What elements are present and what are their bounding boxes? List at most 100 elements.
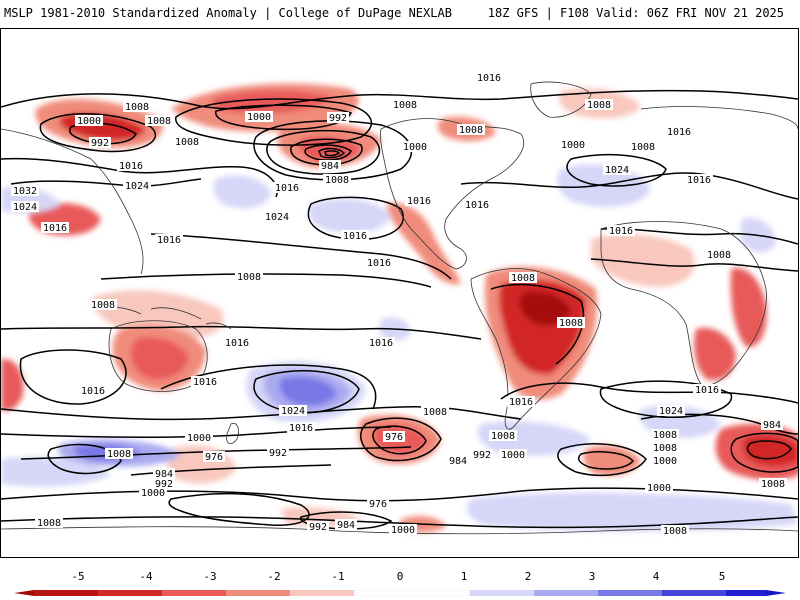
colorbar-seg-zero xyxy=(353,590,471,596)
contour-label: 1016 xyxy=(695,385,719,396)
isobar-1024-south-atlantic xyxy=(599,380,733,418)
run-valid-time: 18Z GFS | F108 Valid: 06Z FRI NOV 21 202… xyxy=(487,6,784,20)
contour-label: 1016 xyxy=(465,200,489,211)
contour-label: 984 xyxy=(155,469,173,480)
isobar-976-low-south-pacific xyxy=(372,425,427,455)
contour-label: 1008 xyxy=(761,479,785,490)
isobar-1024-pacific-east xyxy=(307,196,404,240)
colorbar-seg-pos4 xyxy=(662,590,726,596)
isobar-1024-atlantic xyxy=(566,153,667,187)
isobar-1008-aleutian xyxy=(175,98,373,146)
contour-label: 1008 xyxy=(491,431,515,442)
contour-label: 1016 xyxy=(225,338,249,349)
isobar-1016-alaska xyxy=(253,120,413,181)
colorbar-arrow-left xyxy=(14,590,34,596)
contour-label: 1008 xyxy=(663,526,687,537)
contour-label: 1016 xyxy=(157,235,181,246)
anomaly-pos-south-pacific-high-core xyxy=(279,376,337,406)
contour-label: 1008 xyxy=(91,300,115,311)
colorbar-seg-neg4 xyxy=(98,590,162,596)
contour-label: 984 xyxy=(449,456,467,467)
isobar-1008-north xyxy=(1,89,798,110)
contour-label: 1016 xyxy=(369,338,393,349)
anomaly-pos-antarctic-west xyxy=(1,457,111,487)
contour-label: 1016 xyxy=(609,226,633,237)
coast-south-america xyxy=(470,268,602,430)
isobar-1016-pacific xyxy=(1,157,278,198)
colorbar-seg-neg1 xyxy=(290,590,354,596)
contour-label: 992 xyxy=(309,522,327,533)
isobar-976-low-west xyxy=(47,443,122,475)
isobar-1016-indian xyxy=(19,349,127,405)
contour-label: 1016 xyxy=(687,175,711,186)
isobar-992-alaska xyxy=(304,144,352,161)
contour-label: 1008 xyxy=(587,100,611,111)
contour-label: 992 xyxy=(91,138,109,149)
colorbar-tick: -5 xyxy=(71,570,85,583)
contour-label: 1000 xyxy=(247,112,271,123)
colorbar-seg-pos3 xyxy=(598,590,662,596)
colorbar-tick: 3 xyxy=(588,570,596,583)
contour-label: 1024 xyxy=(13,202,37,213)
contour-label: 1016 xyxy=(367,258,391,269)
isobar-1024-south-pacific xyxy=(253,370,360,414)
contour-label: 1008 xyxy=(653,430,677,441)
colorbar-tick: 5 xyxy=(718,570,726,583)
isobar-992-south-atlantic-2 xyxy=(577,451,634,470)
map-header: MSLP 1981-2010 Standardized Anomaly | Co… xyxy=(0,0,800,28)
contour-label: 1008 xyxy=(147,116,171,127)
isobar-1016-atlantic xyxy=(460,172,798,200)
contour-label: 1008 xyxy=(423,407,447,418)
contour-label: 976 xyxy=(205,452,223,463)
colorbar-seg-pos5 xyxy=(726,590,766,596)
contour-label: 984 xyxy=(763,420,781,431)
isobar-984-low-south-indian-1 xyxy=(730,432,798,473)
contour-label: 1016 xyxy=(81,386,105,397)
contour-labels: 1016 1008 1000 992 1008 1008 1000 1008 1… xyxy=(11,72,787,537)
contour-label: 1008 xyxy=(237,272,261,283)
contour-label: 1016 xyxy=(193,377,217,388)
colorbar-tick: 4 xyxy=(652,570,660,583)
contour-label: 1000 xyxy=(561,140,585,151)
contour-label: 1008 xyxy=(511,273,535,284)
colorbar-seg-neg5 xyxy=(34,590,98,596)
anomaly-neg-africa-west xyxy=(591,233,695,287)
isobar-984-alaska-1 xyxy=(318,147,346,159)
contour-label: 1016 xyxy=(343,231,367,242)
contour-label: 1024 xyxy=(605,165,629,176)
contour-label: 992 xyxy=(155,479,173,490)
coast-eurasia xyxy=(1,106,798,275)
isobar-1008-tropics xyxy=(100,273,432,288)
map-panel[interactable]: 1016 1008 1000 992 1008 1008 1000 1008 1… xyxy=(0,28,799,558)
anomaly-neg-mexico xyxy=(386,202,461,285)
contour-label: 1008 xyxy=(175,137,199,148)
colorbar-seg-neg3 xyxy=(162,590,226,596)
contour-label: 1008 xyxy=(631,142,655,153)
isobar-1016-subtropic xyxy=(150,233,452,280)
coast-antarctica xyxy=(1,526,798,535)
contour-label: 992 xyxy=(269,448,287,459)
contour-label: 976 xyxy=(369,499,387,510)
contour-label: 1032 xyxy=(13,186,37,197)
colorbar-tick: -4 xyxy=(139,570,153,583)
contour-label: 992 xyxy=(329,113,347,124)
contour-label: 1016 xyxy=(509,397,533,408)
isobar-1008-alaska xyxy=(266,129,381,175)
map-title: MSLP 1981-2010 Standardized Anomaly | Co… xyxy=(4,6,452,20)
contour-label: 1008 xyxy=(559,318,583,329)
contour-label: 1008 xyxy=(325,175,349,186)
contour-label: 1016 xyxy=(43,223,67,234)
contour-label: 1008 xyxy=(707,250,731,261)
contour-label: 1008 xyxy=(393,100,417,111)
isobar-984-low-south-pacific xyxy=(360,417,442,462)
anomaly-neg-west-edge xyxy=(1,358,24,411)
contour-label: 984 xyxy=(321,161,339,172)
colorbar-tick: 0 xyxy=(396,570,404,583)
contour-label: 1000 xyxy=(647,483,671,494)
isobar-1008-south-america xyxy=(490,283,585,365)
contour-label: 1000 xyxy=(501,450,525,461)
isobar-1000-alaska xyxy=(290,138,363,166)
isobar-984-alaska-2 xyxy=(324,150,341,157)
anomaly-pos-south-atlantic-band xyxy=(477,421,591,456)
isobar-1000-kamchatka xyxy=(39,113,157,153)
